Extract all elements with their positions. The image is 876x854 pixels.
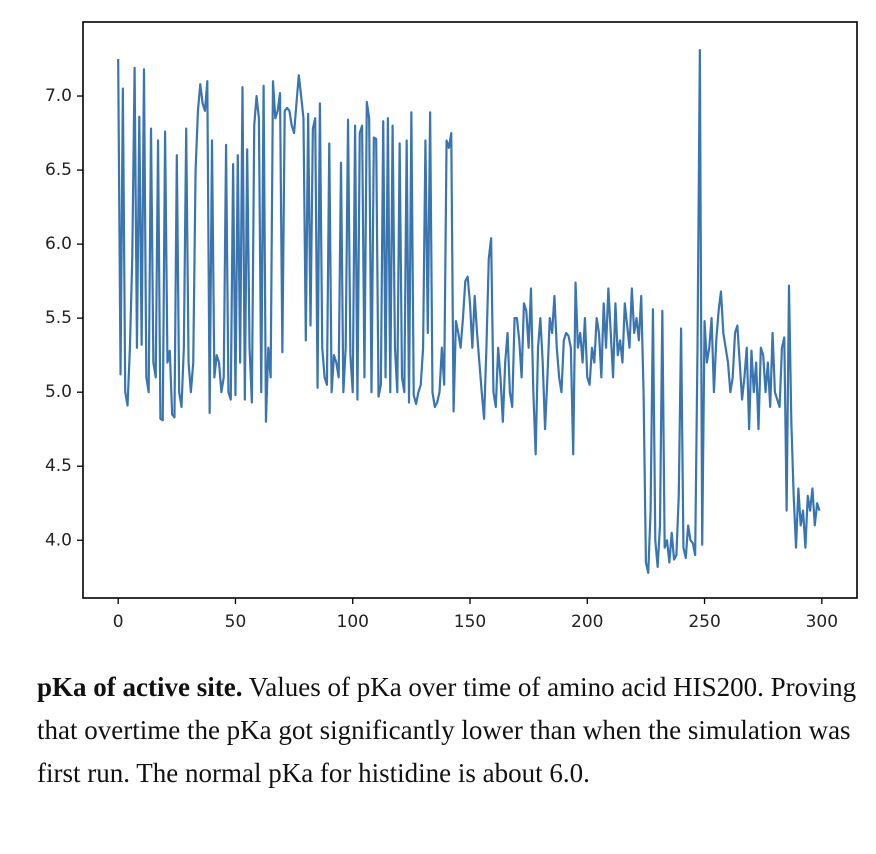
x-tick-label: 0	[113, 612, 124, 632]
caption-text: Values of pKa over time of amino acid HI…	[37, 672, 857, 788]
chart: 4.0 4.5 5.0 5.5 6.0 6.5 7.0 0 50 100 150 200 250 300	[45, 21, 858, 632]
y-tick-label: 4.5	[45, 456, 72, 476]
y-tick-label: 6.0	[45, 234, 72, 254]
y-tick-label: 4.0	[45, 530, 72, 550]
x-tick-label: 50	[225, 612, 247, 632]
x-tick-label: 200	[571, 612, 603, 632]
x-tick-label: 100	[337, 612, 369, 632]
x-tick-label: 250	[688, 612, 720, 632]
y-tick-label: 5.5	[45, 308, 72, 328]
line	[117, 49, 821, 574]
y-tick-label: 7.0	[45, 86, 72, 106]
y-tick-label: 5.0	[45, 382, 72, 402]
caption-bold: pKa of active site.	[37, 672, 243, 702]
x-tick-label: 150	[454, 612, 486, 632]
plot-frame	[82, 21, 858, 599]
caption: pKa of active site. Values of pKa over t…	[37, 666, 857, 795]
y-tick-label: 6.5	[45, 160, 72, 180]
x-tick-label: 300	[806, 612, 838, 632]
